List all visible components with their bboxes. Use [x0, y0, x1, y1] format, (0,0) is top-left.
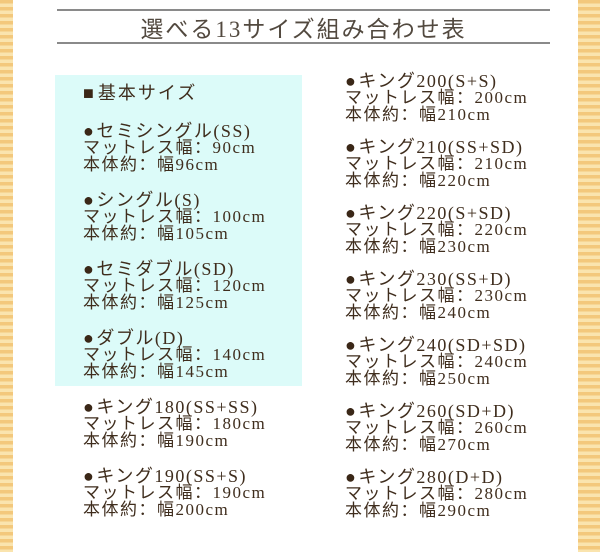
size-name: キング230(SS+D) — [358, 269, 512, 289]
square-bullet-icon: ■ — [83, 83, 96, 103]
body-width: 本体約：幅125cm — [83, 292, 230, 312]
mattress-width: マットレス幅：210cm — [345, 154, 529, 173]
size-item-king190: ●キング190(SS+S) マットレス幅：190cm 本体約：幅200cm — [83, 467, 333, 518]
size-name: ダブル(D) — [96, 328, 185, 348]
size-item-king210: ●キング210(SS+SD) マットレス幅：210cm 本体約：幅220cm — [345, 138, 595, 189]
size-name: キング220(S+SD) — [358, 203, 512, 223]
body-width: 本体約：幅270cm — [345, 434, 492, 454]
size-name: セミシングル(SS) — [96, 121, 252, 141]
mattress-width: マットレス幅：200cm — [345, 88, 529, 107]
circle-bullet-icon: ● — [345, 269, 358, 289]
size-item-semi-single: ●セミシングル(SS) マットレス幅：90cm 本体約：幅96cm — [83, 122, 333, 173]
mattress-width: マットレス幅：190cm — [83, 483, 267, 502]
circle-bullet-icon: ● — [345, 335, 358, 355]
circle-bullet-icon: ● — [83, 328, 96, 348]
mattress-width: マットレス幅：90cm — [83, 138, 257, 157]
size-item-king240: ●キング240(SD+SD) マットレス幅：240cm 本体約：幅250cm — [345, 336, 595, 387]
size-name: キング210(SS+SD) — [358, 137, 524, 157]
mattress-width: マットレス幅：230cm — [345, 286, 529, 305]
circle-bullet-icon: ● — [83, 466, 96, 486]
left-column: ■ 基本サイズ ●セミシングル(SS) マットレス幅：90cm 本体約：幅96cm… — [83, 84, 333, 536]
body-width: 本体約：幅190cm — [83, 430, 230, 450]
body-width: 本体約：幅230cm — [345, 236, 492, 256]
mattress-width: マットレス幅：220cm — [345, 220, 529, 239]
size-item-king200: ●キング200(S+S) マットレス幅：200cm 本体約：幅210cm — [345, 72, 595, 123]
circle-bullet-icon: ● — [83, 121, 96, 141]
circle-bullet-icon: ● — [345, 71, 358, 91]
basic-sizes-header: ■ 基本サイズ — [83, 84, 333, 103]
right-column: ●キング200(S+S) マットレス幅：200cm 本体約：幅210cm ●キン… — [345, 72, 595, 534]
body-width: 本体約：幅250cm — [345, 368, 492, 388]
size-name: セミダブル(SD) — [96, 259, 235, 279]
right-stripe-border — [578, 0, 600, 552]
size-item-king260: ●キング260(SD+D) マットレス幅：260cm 本体約：幅270cm — [345, 402, 595, 453]
size-item-king220: ●キング220(S+SD) マットレス幅：220cm 本体約：幅230cm — [345, 204, 595, 255]
page-title-text: 選べる13サイズ組み合わせ表 — [140, 16, 467, 42]
mattress-width: マットレス幅：120cm — [83, 276, 267, 295]
mattress-width: マットレス幅：100cm — [83, 207, 267, 226]
size-item-semi-double: ●セミダブル(SD) マットレス幅：120cm 本体約：幅125cm — [83, 260, 333, 311]
body-width: 本体約：幅210cm — [345, 104, 492, 124]
size-name: シングル(S) — [96, 190, 201, 210]
size-name: キング190(SS+S) — [96, 466, 248, 486]
circle-bullet-icon: ● — [345, 137, 358, 157]
basic-sizes-label: 基本サイズ — [97, 83, 198, 103]
left-stripe-border — [0, 0, 13, 552]
size-name: キング240(SD+SD) — [358, 335, 527, 355]
circle-bullet-icon: ● — [345, 467, 358, 487]
circle-bullet-icon: ● — [83, 397, 96, 417]
body-width: 本体約：幅290cm — [345, 500, 492, 520]
size-item-double: ●ダブル(D) マットレス幅：140cm 本体約：幅145cm — [83, 329, 333, 380]
size-item-king280: ●キング280(D+D) マットレス幅：280cm 本体約：幅290cm — [345, 468, 595, 519]
size-name: キング180(SS+SS) — [96, 397, 259, 417]
mattress-width: マットレス幅：280cm — [345, 484, 529, 503]
size-name: キング280(D+D) — [358, 467, 504, 487]
size-item-single: ●シングル(S) マットレス幅：100cm 本体約：幅105cm — [83, 191, 333, 242]
size-name: キング260(SD+D) — [358, 401, 515, 421]
body-width: 本体約：幅96cm — [83, 154, 220, 174]
size-name: キング200(S+S) — [358, 71, 498, 91]
circle-bullet-icon: ● — [83, 259, 96, 279]
size-item-king230: ●キング230(SS+D) マットレス幅：230cm 本体約：幅240cm — [345, 270, 595, 321]
mattress-width: マットレス幅：180cm — [83, 414, 267, 433]
circle-bullet-icon: ● — [345, 203, 358, 223]
body-width: 本体約：幅145cm — [83, 361, 230, 381]
circle-bullet-icon: ● — [83, 190, 96, 210]
body-width: 本体約：幅200cm — [83, 499, 230, 519]
body-width: 本体約：幅105cm — [83, 223, 230, 243]
circle-bullet-icon: ● — [345, 401, 358, 421]
mattress-width: マットレス幅：260cm — [345, 418, 529, 437]
mattress-width: マットレス幅：140cm — [83, 345, 267, 364]
mattress-width: マットレス幅：240cm — [345, 352, 529, 371]
page-title: 選べる13サイズ組み合わせ表 — [57, 9, 550, 44]
body-width: 本体約：幅240cm — [345, 302, 492, 322]
body-width: 本体約：幅220cm — [345, 170, 492, 190]
basic-sizes-highlight-box — [55, 75, 302, 386]
size-item-king180: ●キング180(SS+SS) マットレス幅：180cm 本体約：幅190cm — [83, 398, 333, 449]
